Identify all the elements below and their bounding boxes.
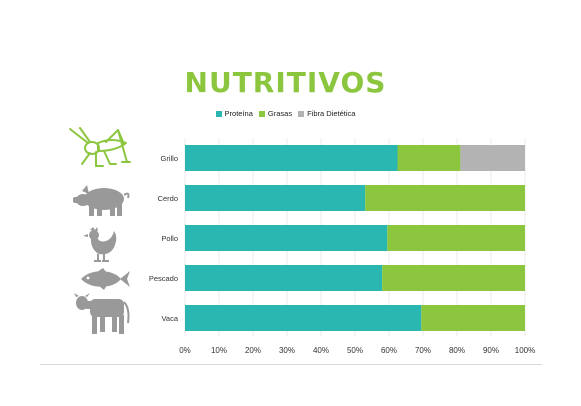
category-label: Cerdo [158, 194, 178, 203]
bar-segment [397, 145, 461, 171]
category-label: Vaca [161, 314, 178, 323]
category-label: Pescado [149, 274, 178, 283]
bar-segment [185, 305, 422, 331]
bar-segment [185, 265, 383, 291]
legend-label-fibra: Fibra Dietética [307, 109, 356, 118]
chicken-icon [83, 227, 117, 262]
x-tick-label: 0% [179, 346, 191, 355]
legend-label-proteina: Proteína [224, 109, 253, 118]
category-label: Pollo [161, 234, 178, 243]
bottom-divider [40, 364, 542, 365]
legend-item-grasas: Grasas [258, 109, 293, 118]
x-tick-label: 70% [415, 346, 431, 355]
legend-label-grasas: Grasas [267, 109, 293, 118]
pig-icon [73, 185, 130, 216]
bar-segment [382, 265, 525, 291]
x-tick-label: 30% [279, 346, 295, 355]
x-tick-label: 40% [313, 346, 329, 355]
x-tick-label: 20% [245, 346, 261, 355]
bar-segment [185, 145, 398, 171]
legend-swatch-fibra [298, 110, 305, 117]
x-tick-label: 90% [483, 346, 499, 355]
legend-swatch-grasas [258, 110, 265, 117]
bar-segment [365, 185, 525, 211]
legend: Proteína Grasas Fibra Dietética [0, 109, 571, 118]
bar-segment [421, 305, 525, 331]
bar-segment [185, 185, 366, 211]
legend-swatch-proteina [215, 110, 222, 117]
bar-segment [185, 225, 388, 251]
legend-item-proteina: Proteína [215, 109, 253, 118]
x-tick-label: 10% [211, 346, 227, 355]
cricket-icon [69, 127, 131, 167]
category-label: Grillo [160, 154, 178, 163]
bar-segment [460, 145, 525, 171]
legend-item-fibra: Fibra Dietética [298, 109, 355, 118]
bar-segment [387, 225, 525, 251]
fish-icon [81, 268, 130, 290]
x-tick-label: 60% [381, 346, 397, 355]
chart-title: NUTRITIVOS [184, 66, 387, 99]
cow-icon [74, 293, 130, 334]
x-tick-label: 100% [515, 346, 535, 355]
x-tick-label: 50% [347, 346, 363, 355]
x-tick-label: 80% [449, 346, 465, 355]
